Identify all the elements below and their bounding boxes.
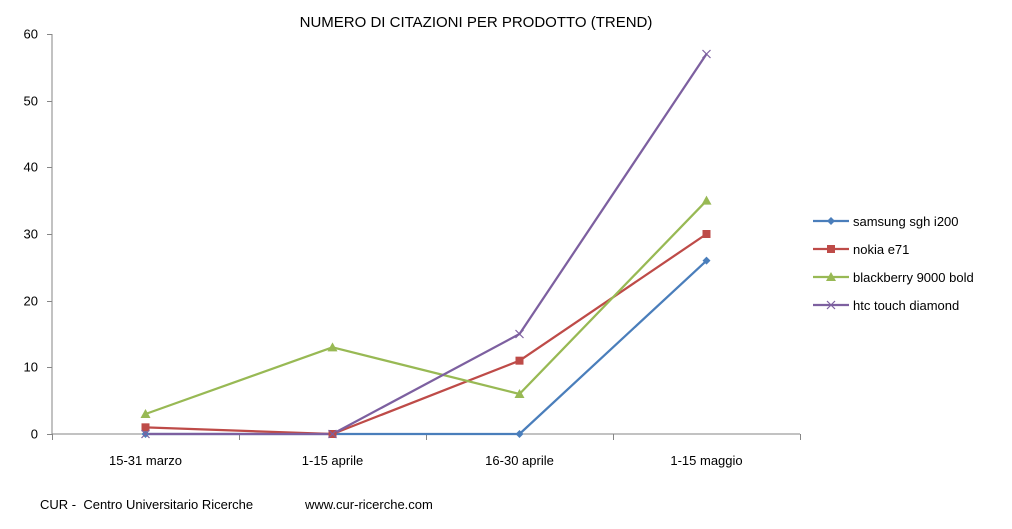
legend-marker (826, 272, 836, 281)
series-line-2 (145, 233, 708, 436)
legend-item-4: htc touch diamond (813, 298, 959, 313)
data-point-4-3 (515, 329, 524, 339)
legend-item-1: samsung sgh i200 (813, 214, 959, 229)
data-point-2-1 (141, 423, 150, 432)
legend-marker (827, 245, 835, 253)
x-tick-label: 15-31 marzo (109, 453, 182, 468)
data-point-1-4 (702, 256, 711, 265)
legend-item-2: nokia e71 (813, 242, 909, 257)
data-point-2-3 (515, 356, 524, 365)
data-point-3-4 (701, 195, 712, 205)
data-point-3-1 (140, 409, 151, 418)
chart-legend: samsung sgh i200 nokia e71 blackberry 9000… (813, 214, 974, 313)
marker-stroke (826, 300, 836, 310)
footer-source: CUR - Centro Universitario Ricerche (40, 497, 254, 512)
y-tick-label: 50 (24, 94, 38, 109)
chart-markers (140, 49, 712, 439)
y-tick-label: 40 (24, 160, 38, 175)
chart-axes: 0 10 20 30 40 50 60 15-31 marzo 1-15 aprile 16-30… (24, 27, 801, 468)
legend-label: blackberry 9000 bold (853, 270, 974, 285)
data-point-4-4 (702, 49, 711, 59)
legend-label: htc touch diamond (853, 298, 959, 313)
legend-label: samsung sgh i200 (853, 214, 959, 229)
marker-stroke (515, 329, 524, 339)
legend-marker (827, 217, 835, 225)
legend-item-3: blackberry 9000 bold (813, 270, 974, 285)
chart-title: NUMERO DI CITAZIONI PER PRODOTTO (TREND) (300, 14, 653, 31)
y-tick-label: 10 (24, 360, 38, 375)
data-point-4-2 (328, 429, 337, 439)
y-tick-label: 60 (24, 27, 38, 42)
x-tick-label: 16-30 aprile (485, 453, 554, 468)
x-tick-label: 1-15 aprile (302, 453, 363, 468)
x-tick-label: 1-15 maggio (670, 453, 742, 468)
y-tick-label: 30 (24, 227, 38, 242)
data-point-1-3 (515, 430, 524, 438)
footer-website: www.cur-ricerche.com (305, 497, 433, 512)
legend-label: nokia e71 (853, 242, 909, 257)
marker-stroke (328, 429, 337, 439)
data-point-2-4 (702, 230, 711, 238)
marker-stroke (141, 429, 150, 439)
y-tick-label: 0 (31, 427, 38, 442)
data-point-3-3 (514, 389, 525, 398)
y-tick-label: 20 (24, 294, 38, 309)
series-line-4 (145, 53, 708, 436)
marker-stroke (702, 49, 711, 59)
chart-series-lines (145, 53, 708, 436)
series-line-3 (145, 199, 708, 416)
legend-marker (826, 300, 836, 310)
data-point-4-1 (141, 429, 150, 439)
data-point-3-2 (327, 342, 338, 352)
